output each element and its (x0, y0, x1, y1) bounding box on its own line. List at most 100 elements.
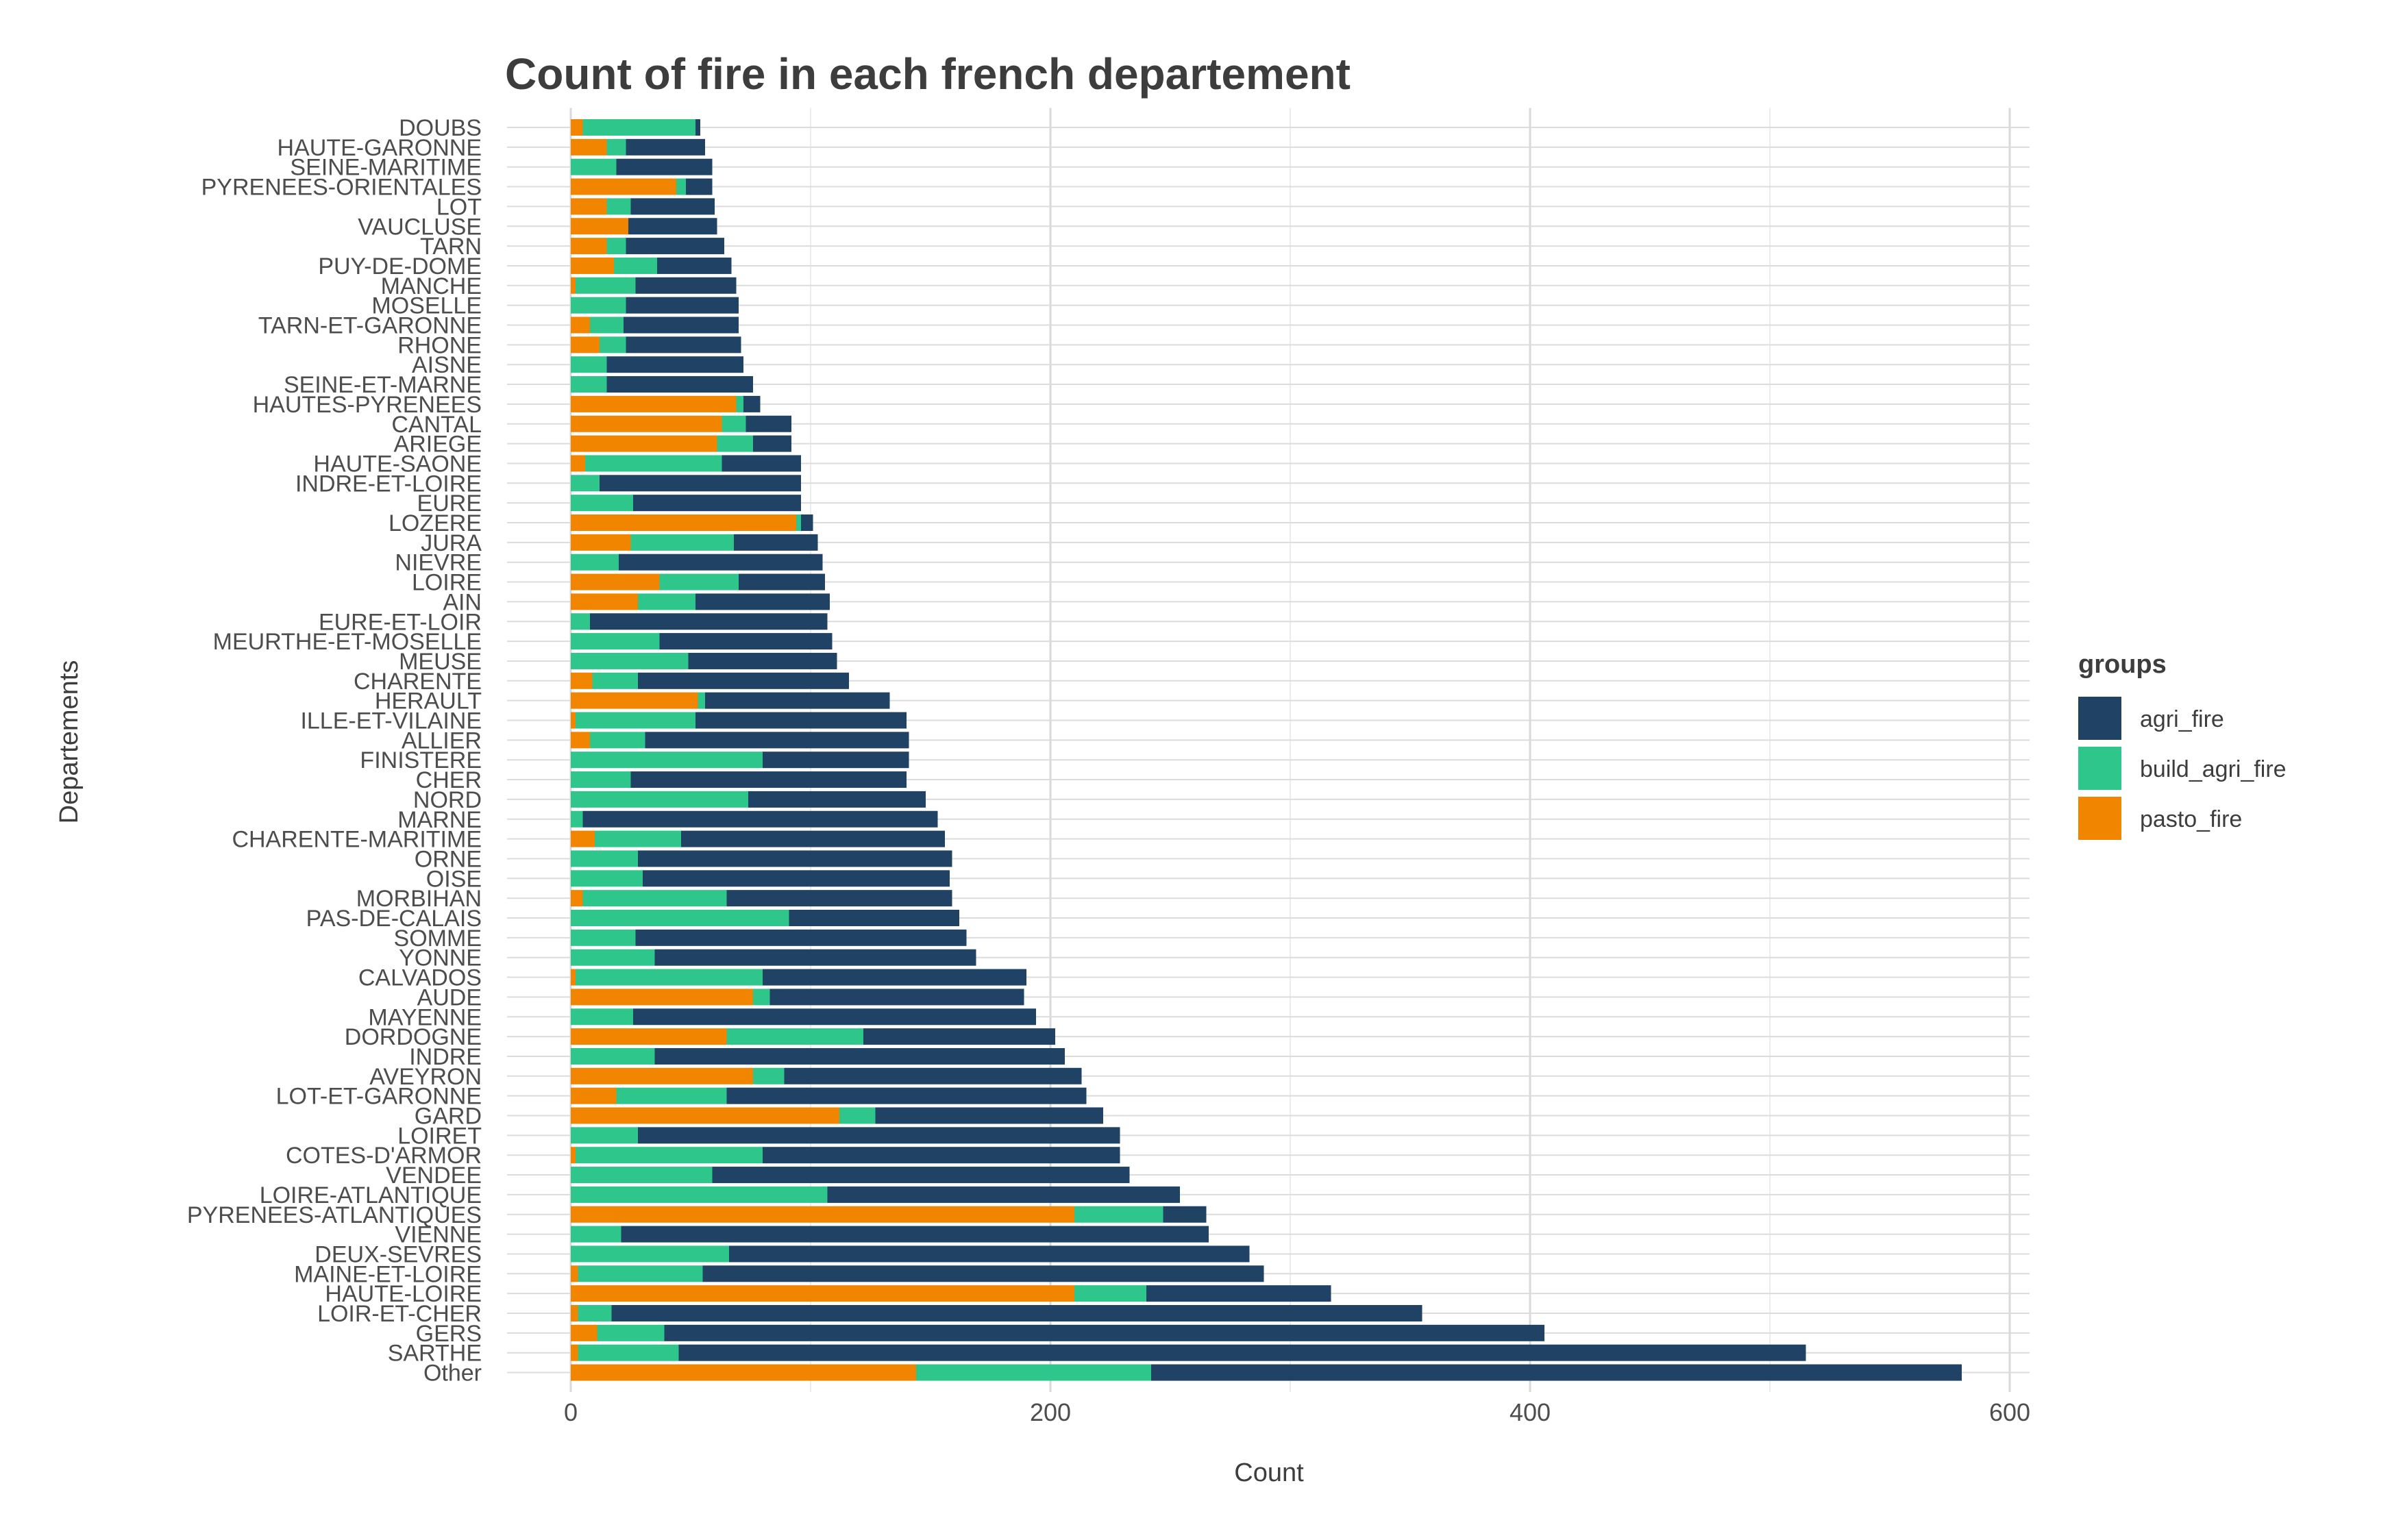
legend-swatch-pasto_fire (2078, 797, 2121, 840)
bar-agri_fire (664, 1324, 1544, 1341)
bar-agri_fire (784, 1067, 1082, 1084)
bar-agri_fire (1151, 1364, 1962, 1381)
y-tick-label: COTES-D'ARMOR (286, 1143, 482, 1169)
y-tick-label: GARD (415, 1104, 482, 1130)
bar-agri_fire (590, 613, 828, 630)
bar-build_agri_fire (576, 277, 636, 294)
bar-build_agri_fire (606, 238, 626, 255)
bar-agri_fire (1163, 1206, 1207, 1223)
bar-build_agri_fire (916, 1364, 1151, 1381)
bar-build_agri_fire (753, 989, 770, 1006)
bar-agri_fire (748, 791, 926, 808)
bar-build_agri_fire (571, 949, 655, 966)
bar-pasto_fire (571, 989, 753, 1006)
bar-pasto_fire (571, 277, 576, 294)
bar-pasto_fire (571, 1344, 578, 1361)
y-tick-label: HAUTE-SAONE (313, 451, 482, 477)
bar-pasto_fire (571, 672, 593, 689)
y-tick-label: VAUCLUSE (358, 214, 482, 240)
y-tick-label: CHARENTE (354, 669, 482, 695)
bar-agri_fire (606, 356, 743, 373)
bar-pasto_fire (571, 415, 722, 432)
bar-build_agri_fire (571, 850, 638, 867)
bar-agri_fire (729, 1245, 1250, 1263)
bar-agri_fire (695, 119, 700, 136)
y-tick-label: ILLE-ET-VILAINE (300, 708, 482, 734)
bar-agri_fire (635, 277, 737, 294)
bar-build_agri_fire (571, 475, 600, 492)
x-axis-ticks: 0 200 400 600 (564, 1398, 2030, 1426)
y-tick-label: VIENNE (395, 1222, 482, 1248)
y-tick-label: YONNE (399, 945, 482, 971)
bar-build_agri_fire (592, 672, 638, 689)
bar-build_agri_fire (590, 316, 624, 334)
bar-pasto_fire (571, 198, 607, 215)
bar-agri_fire (763, 1147, 1120, 1164)
bar-agri_fire (726, 1087, 1087, 1104)
bar-build_agri_fire (595, 830, 681, 847)
bar-agri_fire (763, 752, 909, 769)
bar-agri_fire (624, 316, 739, 334)
x-axis-title: Count (1234, 1458, 1304, 1487)
bar-agri_fire (827, 1186, 1180, 1203)
bar-build_agri_fire (614, 257, 657, 274)
y-tick-label: HAUTE-GARONNE (278, 135, 482, 161)
y-tick-label: AIN (443, 589, 482, 615)
bar-build_agri_fire (571, 1226, 621, 1243)
y-tick-label: ARIEGE (394, 432, 482, 458)
bar-build_agri_fire (578, 1305, 612, 1321)
y-tick-label: LOT (436, 194, 482, 220)
bar-agri_fire (638, 1127, 1120, 1144)
bar-pasto_fire (571, 238, 607, 255)
y-tick-label: HAUTES-PYRENEES (253, 392, 482, 418)
y-tick-label: MAYENNE (368, 1004, 482, 1030)
bar-build_agri_fire (753, 1067, 785, 1084)
bar-build_agri_fire (582, 119, 695, 136)
bar-build_agri_fire (676, 178, 686, 195)
bar-build_agri_fire (796, 514, 801, 531)
legend-label-agri_fire: agri_fire (2140, 706, 2224, 732)
bar-pasto_fire (571, 732, 590, 749)
bar-pasto_fire (571, 890, 583, 907)
bar-build_agri_fire (578, 1265, 703, 1282)
bar-build_agri_fire (590, 732, 645, 749)
bar-build_agri_fire (571, 791, 748, 808)
bar-build_agri_fire (582, 890, 727, 907)
bar-build_agri_fire (839, 1107, 876, 1124)
bar-pasto_fire (571, 573, 660, 591)
y-tick-label: AUDE (417, 984, 482, 1010)
bar-pasto_fire (571, 455, 585, 472)
bar-agri_fire (643, 870, 950, 887)
bar-build_agri_fire (576, 1147, 763, 1164)
x-tick-label: 0 (564, 1398, 578, 1426)
legend-label-pasto_fire: pasto_fire (2140, 806, 2242, 832)
bar-agri_fire (681, 830, 945, 847)
bar-build_agri_fire (616, 1087, 727, 1104)
bar-agri_fire (633, 1008, 1036, 1026)
bar-pasto_fire (571, 316, 590, 334)
bar-build_agri_fire (630, 534, 734, 551)
bar-build_agri_fire (571, 652, 689, 669)
bar-pasto_fire (571, 1028, 727, 1045)
y-tick-label: LOT-ET-GARONNE (276, 1084, 482, 1110)
y-tick-label: LOZERE (389, 510, 482, 536)
y-tick-label: SARTHE (388, 1341, 482, 1367)
y-tick-label: OISE (426, 866, 482, 892)
bar-build_agri_fire (659, 573, 739, 591)
y-tick-label: MOSELLE (371, 293, 482, 319)
y-tick-label: DORDOGNE (345, 1024, 482, 1050)
bar-agri_fire (626, 238, 724, 255)
bar-build_agri_fire (600, 336, 626, 353)
bar-build_agri_fire (571, 633, 660, 650)
bar-build_agri_fire (585, 455, 722, 472)
bar-build_agri_fire (571, 1186, 828, 1203)
bar-pasto_fire (571, 119, 583, 136)
bar-pasto_fire (571, 395, 737, 412)
bar-agri_fire (678, 1344, 1806, 1361)
bar-agri_fire (746, 415, 791, 432)
bar-pasto_fire (571, 336, 600, 353)
bar-build_agri_fire (571, 1167, 713, 1184)
bar-agri_fire (722, 455, 801, 472)
y-tick-label: CHARENTE-MARITIME (232, 827, 482, 853)
y-tick-label: NORD (413, 787, 482, 813)
